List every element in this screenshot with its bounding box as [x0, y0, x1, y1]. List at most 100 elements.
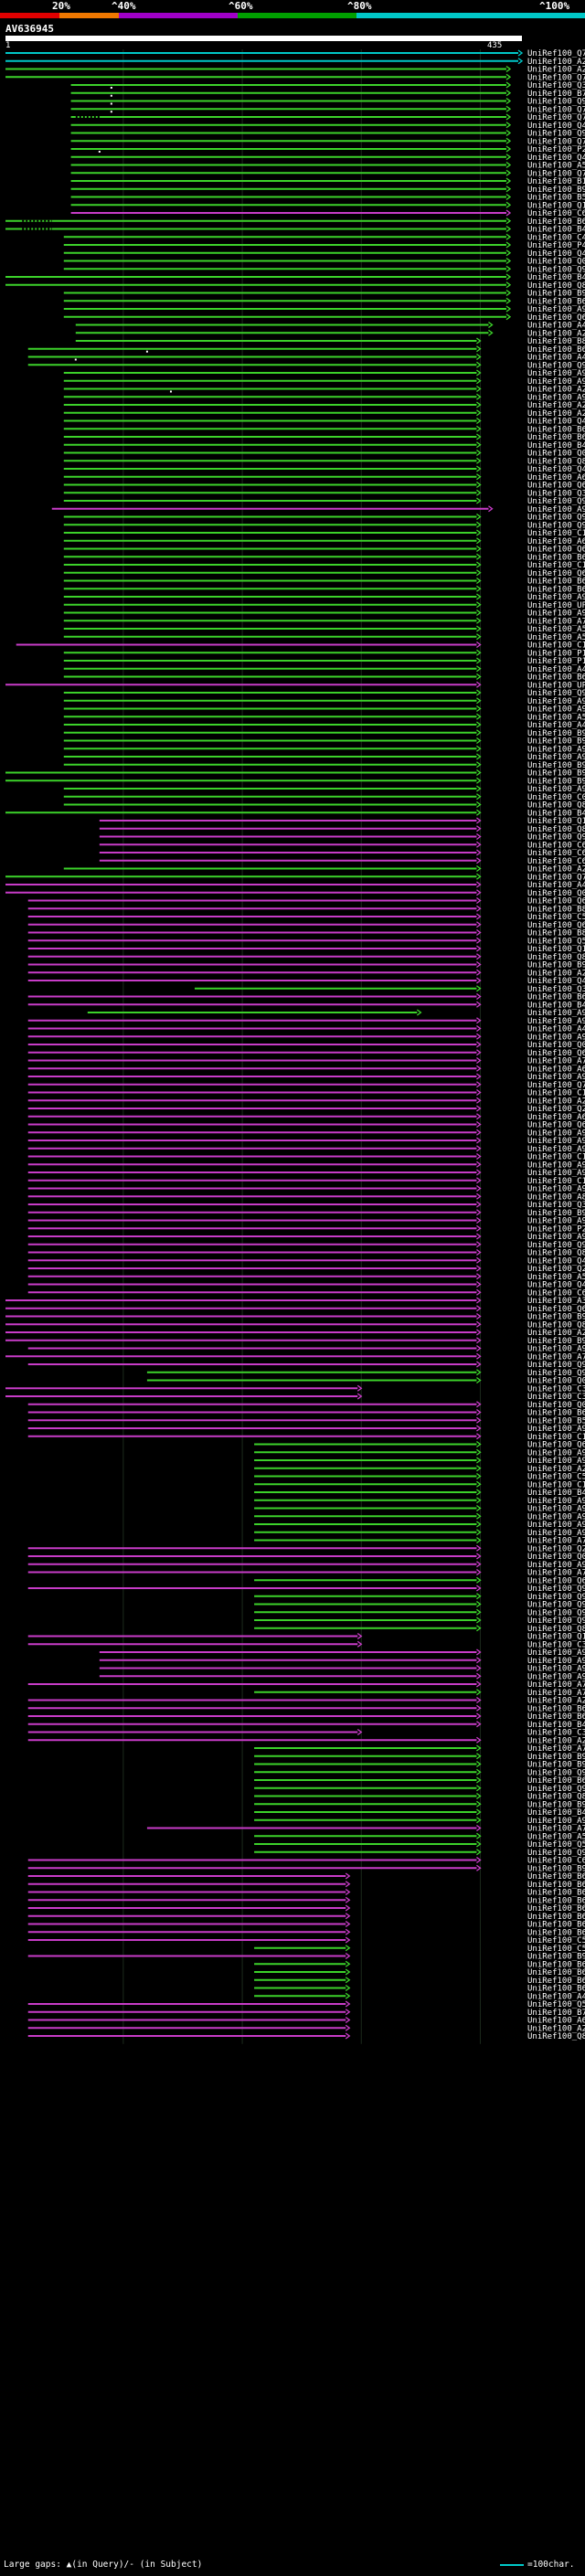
hit-row[interactable]: UniRef100_Q7Y095	[70, 113, 585, 122]
hit-accession[interactable]: UniRef100_A5C6A6	[527, 1832, 585, 1841]
hit-row[interactable]: UniRef100_B9S1T5	[27, 1864, 585, 1873]
hit-accession[interactable]: UniRef100_A7QP17	[527, 1537, 585, 1546]
hit-accession[interactable]: UniRef100_A9PIX4	[527, 305, 585, 314]
hit-row[interactable]: UniRef100_A9TVQ2	[63, 377, 585, 387]
hit-accession[interactable]: UniRef100_C3VVP2	[527, 1640, 585, 1649]
hit-accession[interactable]: UniRef100_A7QR61	[527, 617, 585, 626]
hit-row[interactable]: UniRef100_A7P5Q5	[27, 1057, 585, 1066]
hit-row[interactable]: UniRef100_B5W416	[27, 1416, 585, 1426]
hit-row[interactable]: UniRef100_Q43382	[27, 977, 585, 986]
hit-row[interactable]: UniRef100_Q2Z803	[27, 1105, 585, 1114]
hit-accession[interactable]: UniRef100_A9NNT6	[527, 1529, 585, 1538]
hit-row[interactable]: UniRef100_Q9FYV4	[99, 833, 585, 843]
hit-accession[interactable]: UniRef100_B9S1T5	[527, 1864, 585, 1873]
hit-accession[interactable]: UniRef100_A4GF18	[527, 881, 585, 890]
hit-row[interactable]: UniRef100_B4FY24	[254, 1489, 585, 1498]
hit-accession[interactable]: UniRef100_B9R7C6	[527, 1337, 585, 1346]
hit-row[interactable]: UniRef100_Q67116	[63, 313, 585, 323]
hit-accession[interactable]: UniRef100_B9HAC4	[527, 290, 585, 299]
hit-row[interactable]: UniRef100_C6TC61	[99, 849, 585, 858]
hit-accession[interactable]: UniRef100_B6T8Q1	[527, 433, 585, 442]
hit-row[interactable]: UniRef100_B9RR76	[5, 769, 585, 779]
hit-accession[interactable]: UniRef100_Q2V4B0	[527, 1265, 585, 1274]
hit-accession[interactable]: UniRef100_Q39510	[527, 1201, 585, 1210]
hit-row[interactable]: UniRef100_Q43381	[27, 1256, 585, 1266]
hit-row[interactable]: UniRef100_Q1H8L9	[70, 201, 585, 210]
hit-row[interactable]: UniRef100_B6T8Q1	[63, 433, 585, 442]
hit-row[interactable]: UniRef100_B9HLZ5	[27, 1953, 585, 1962]
hit-accession[interactable]: UniRef100_P27522	[527, 1224, 585, 1234]
hit-row[interactable]: UniRef100_A5BEF4	[63, 633, 585, 642]
hit-accession[interactable]: UniRef100_Q0ZX47	[527, 1401, 585, 1410]
hit-row[interactable]: UniRef100_B6DZ16	[27, 1913, 585, 1922]
hit-row[interactable]: UniRef100_Q1L6S7	[27, 1633, 585, 1642]
hit-row[interactable]: UniRef100_A9TEM8	[99, 1665, 585, 1674]
hit-row[interactable]: UniRef100_B5KL60	[70, 194, 585, 203]
hit-row[interactable]: UniRef100_A9U5E4	[63, 610, 585, 619]
hit-accession[interactable]: UniRef100_C5YAC2	[527, 1936, 585, 1945]
hit-row[interactable]: UniRef100_B4FTW3	[63, 441, 585, 451]
hit-accession[interactable]: UniRef100_Q6Z639	[527, 1305, 585, 1314]
hit-row[interactable]: UniRef100_B9HAC4	[63, 290, 585, 299]
hit-accession[interactable]: UniRef100_Q7XLK9	[527, 169, 585, 178]
hit-accession[interactable]: UniRef100_B6DZ16	[527, 1913, 585, 1922]
hit-accession[interactable]: UniRef100_A2YZJ1	[527, 1465, 585, 1474]
hit-accession[interactable]: UniRef100_A4S374	[527, 721, 585, 730]
hit-accession[interactable]: UniRef100_A5BEF4	[527, 633, 585, 642]
hit-accession[interactable]: UniRef100_Q02071	[527, 1041, 585, 1050]
hit-accession[interactable]: UniRef100_C6TLA5	[527, 1288, 585, 1298]
hit-row[interactable]: UniRef100_A9RFL7	[254, 1448, 585, 1458]
hit-accession[interactable]: UniRef100_C6TIC5	[527, 209, 585, 218]
hit-row[interactable]: UniRef100_A7NTV5	[5, 1352, 585, 1362]
hit-row[interactable]: UniRef100_B4FS02	[5, 226, 585, 235]
hit-accession[interactable]: UniRef100_A9PG03	[527, 753, 585, 762]
hit-accession[interactable]: UniRef100_C1MQ08	[527, 641, 585, 651]
hit-row[interactable]: UniRef100_A9PGU8	[63, 745, 585, 754]
hit-row[interactable]: UniRef100_UPI000..	[63, 601, 585, 610]
hit-row[interactable]: UniRef100_A9NRX7	[254, 1521, 585, 1530]
hit-row[interactable]: UniRef100_P27521	[70, 145, 585, 154]
hit-row[interactable]: UniRef100_Q53W83	[27, 2000, 585, 2009]
hit-row[interactable]: UniRef100_C1KXX4	[27, 1153, 585, 1162]
hit-row[interactable]: UniRef100_B9SE27	[27, 1209, 585, 1218]
hit-accession[interactable]: UniRef100_B4G077	[527, 1721, 585, 1730]
hit-row[interactable]: UniRef100_A5C6A6	[254, 1832, 585, 1841]
hit-row[interactable]: UniRef100_A4R7B2	[75, 322, 585, 331]
hit-row[interactable]: UniRef100_A9RW10	[63, 393, 585, 402]
hit-row[interactable]: UniRef100_Q946F3	[254, 1593, 585, 1602]
hit-row[interactable]: UniRef100_A9TP27	[27, 1161, 585, 1170]
hit-row[interactable]: UniRef100_Q2TM40	[27, 1544, 585, 1553]
hit-accession[interactable]: UniRef100_B6DZ28	[527, 1904, 585, 1913]
hit-accession[interactable]: UniRef100_C5Y7U2	[527, 1945, 585, 1954]
hit-row[interactable]: UniRef100_B6DZ30	[27, 1896, 585, 1905]
hit-accession[interactable]: UniRef100_Q75YY6	[527, 73, 585, 82]
hit-row[interactable]: UniRef100_C1E2Y4	[27, 1089, 585, 1098]
hit-row[interactable]: UniRef100_A2ZY39	[5, 58, 585, 67]
hit-accession[interactable]: UniRef100_B6TKD5	[527, 1704, 585, 1713]
hit-row[interactable]: UniRef100_C1E9G4	[27, 1433, 585, 1442]
hit-row[interactable]: UniRef100_UPI000..	[5, 681, 585, 690]
hit-accession[interactable]: UniRef100_Q75YY4	[527, 1081, 585, 1090]
hit-row[interactable]: UniRef100_Q8W0Q2	[99, 825, 585, 834]
hit-row[interactable]: UniRef100_B6DZ28	[27, 1904, 585, 1913]
hit-accession[interactable]: UniRef100_A2YZ89	[527, 1736, 585, 1745]
hit-accession[interactable]: UniRef100_Q41039	[527, 249, 585, 259]
hit-row[interactable]: UniRef100_Q41642	[70, 154, 585, 163]
hit-accession[interactable]: UniRef100_A2SY42	[527, 969, 585, 978]
hit-accession[interactable]: UniRef100_A9U5E4	[527, 610, 585, 619]
hit-row[interactable]: UniRef100_Q02071	[27, 1041, 585, 1050]
hit-accession[interactable]: UniRef100_C3VVT1	[527, 1729, 585, 1738]
hit-row[interactable]: UniRef100_A9NSH6	[254, 1505, 585, 1514]
hit-accession[interactable]: UniRef100_A9S8U0	[527, 705, 585, 715]
hit-accession[interactable]: UniRef100_A9PHB5	[527, 1137, 585, 1146]
hit-accession[interactable]: UniRef100_A2SY37	[527, 329, 585, 338]
hit-row[interactable]: UniRef100_A7QR61	[63, 617, 585, 626]
hit-accession[interactable]: UniRef100_A9PE75	[527, 1233, 585, 1242]
hit-row[interactable]: UniRef100_B7FJY9	[70, 90, 585, 99]
hit-row[interactable]: UniRef100_A9NNT6	[254, 1529, 585, 1538]
hit-row[interactable]: UniRef100_Q75YY4	[27, 1081, 585, 1090]
hit-row[interactable]: UniRef100_Q41040	[27, 1281, 585, 1290]
hit-accession[interactable]: UniRef100_A5BQD3	[527, 1273, 585, 1282]
hit-accession[interactable]: UniRef100_Q9FP85	[527, 1361, 585, 1370]
hit-row[interactable]: UniRef100_A9NQF7	[87, 1009, 585, 1018]
